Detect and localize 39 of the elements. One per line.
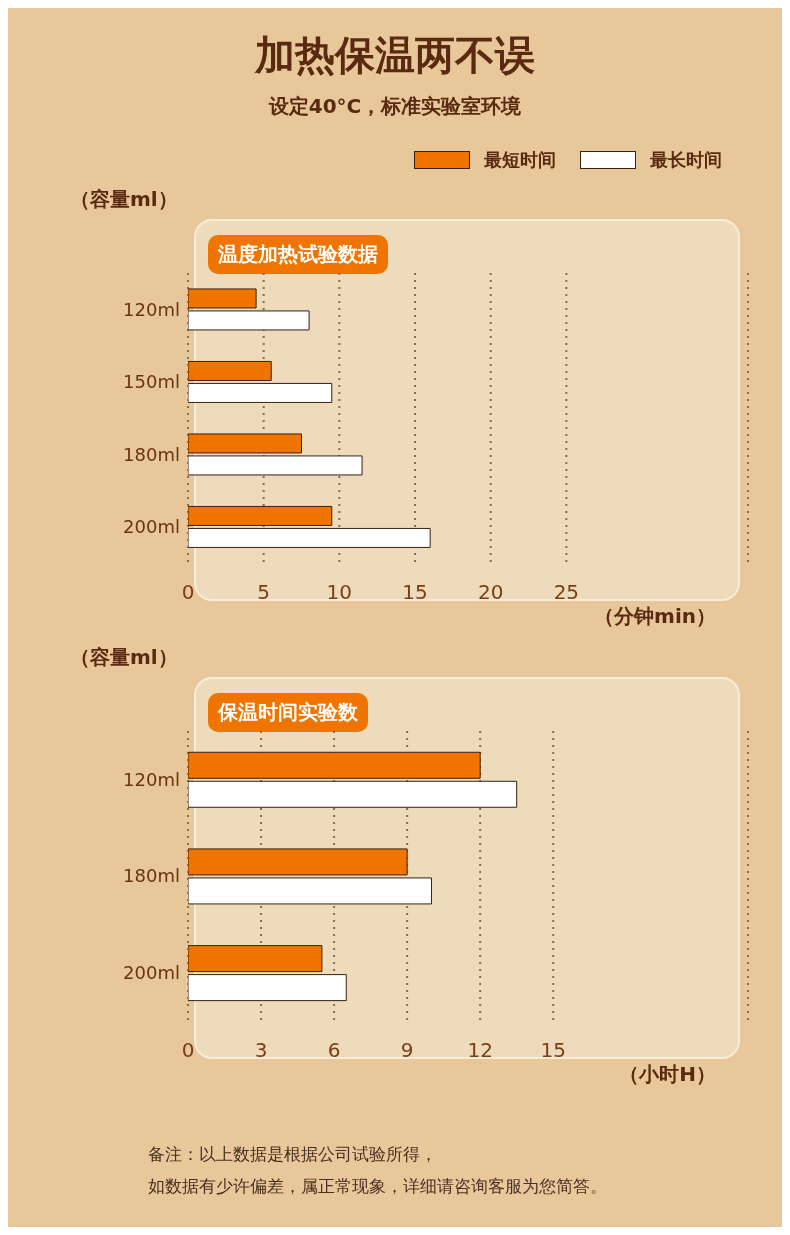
bar xyxy=(188,527,431,548)
text: 如数据有少许偏差，属正常现象，详细请咨询客服为您简答。 xyxy=(148,1175,608,1198)
x-axis-title: （小时H） xyxy=(618,1061,716,1088)
x-tick-label: 12 xyxy=(467,1038,493,1063)
bar xyxy=(188,382,333,403)
legend-label: 最短时间 xyxy=(484,148,556,172)
x-tick-label: 5 xyxy=(257,580,271,605)
y-tick-label: 200ml xyxy=(123,516,180,538)
x-tick-label: 0 xyxy=(181,580,195,605)
chart-title: 保温时间实验数 xyxy=(208,693,368,732)
chart-subtitle: 设定40°C，标准实验室环境 xyxy=(267,93,523,120)
bar xyxy=(188,974,347,1002)
x-tick-label: 3 xyxy=(254,1038,268,1063)
x-tick-label: 15 xyxy=(540,1038,566,1063)
y-tick-label: 120ml xyxy=(123,298,180,320)
x-axis-title: （分钟min） xyxy=(593,603,716,630)
bar xyxy=(188,751,481,779)
bar xyxy=(188,505,333,526)
y-tick-label: 120ml xyxy=(123,768,180,790)
y-axis-title: （容量ml） xyxy=(70,644,179,671)
x-tick-label: 0 xyxy=(181,1038,195,1063)
y-tick-label: 200ml xyxy=(123,962,180,984)
x-tick-label: 9 xyxy=(400,1038,414,1063)
x-tick-label: 10 xyxy=(326,580,353,605)
y-tick-label: 180ml xyxy=(123,865,180,887)
y-axis-title: （容量ml） xyxy=(70,186,179,213)
bar xyxy=(188,360,272,381)
x-tick-label: 15 xyxy=(402,580,428,605)
y-tick-label: 150ml xyxy=(123,371,180,393)
chart-title: 加热保温两不误 xyxy=(253,31,536,80)
x-tick-label: 20 xyxy=(477,580,504,605)
bar xyxy=(188,945,323,973)
text: 温度加热试验数据 xyxy=(208,235,388,274)
bar xyxy=(188,780,518,808)
y-tick-label: 180ml xyxy=(123,443,180,465)
legend-label: 最长时间 xyxy=(650,148,722,172)
x-tick-label: 25 xyxy=(553,580,580,605)
text: 备注：以上数据是根据公司试验所得， xyxy=(148,1143,438,1166)
x-tick-label: 6 xyxy=(327,1038,341,1063)
